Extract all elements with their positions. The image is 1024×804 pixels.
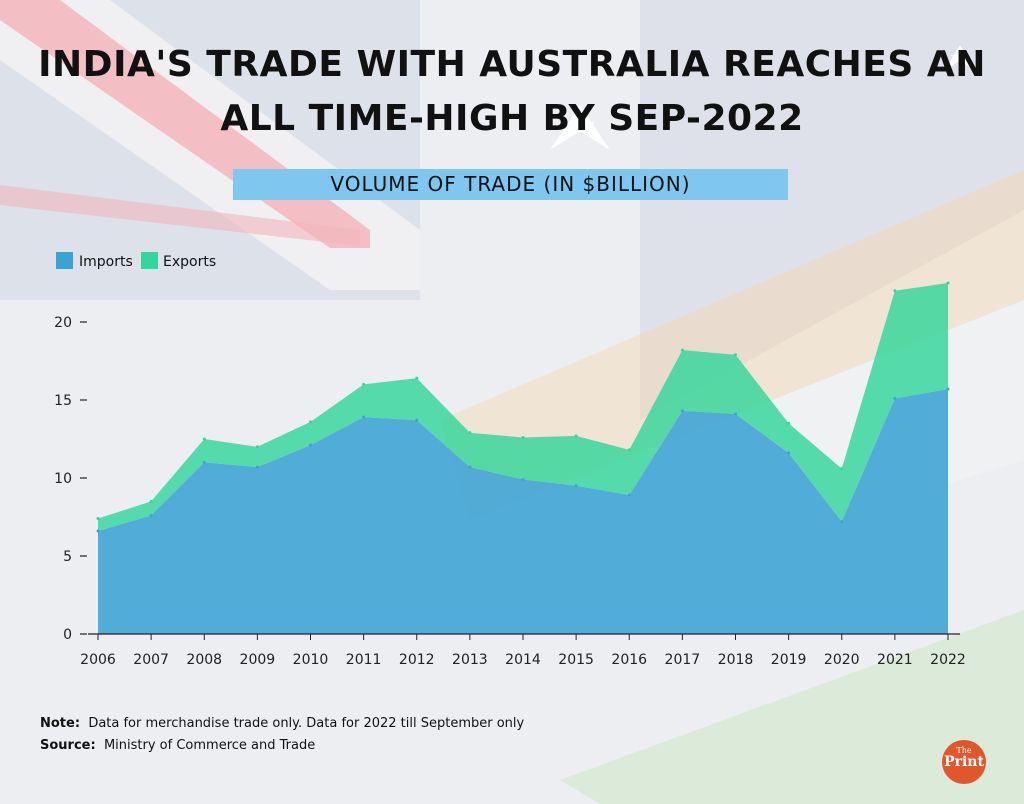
exports-point-2018 [734,353,737,357]
y-tick-label: 0 [63,627,72,643]
y-tick-label: 20 [54,315,72,331]
area-chart: Imports Exports 2006 2007 2008 2009 2010 2011… [54,252,966,668]
publisher-logo: The Print [942,740,986,784]
x-tick-label: 2011 [346,652,382,668]
imports-point-2018 [734,412,737,416]
x-tick-label: 2014 [505,652,541,668]
imports-point-2006 [96,529,100,533]
logo-small-text: The [956,746,972,755]
exports-point-2015 [574,434,578,438]
exports-point-2021 [893,289,897,293]
x-tick-label: 2015 [558,652,594,668]
exports-point-2013 [468,431,472,435]
x-tick-label: 2006 [80,652,116,668]
imports-point-2008 [202,460,206,464]
note-text: Data for merchandise trade only. Data fo… [88,716,525,731]
exports-point-2019 [787,421,791,425]
note-label: Note: [40,716,81,731]
exports-point-2022 [946,281,950,285]
footer-source: Source: Ministry of Commerce and Trade [40,738,315,753]
chart-legend: Imports Exports [56,252,216,270]
imports-point-2021 [893,396,897,400]
imports-point-2007 [149,513,153,517]
chart-subtitle: VOLUME OF TRADE (IN $BILLION) [330,172,691,196]
source-label: Source: [40,738,96,753]
x-tick-label: 2012 [399,652,435,668]
x-tick-label: 2020 [824,652,860,668]
x-tick-label: 2021 [877,652,913,668]
x-tick-label: 2010 [293,652,329,668]
imports-point-2015 [574,484,578,488]
legend-label-exports: Exports [163,254,216,270]
y-tick-label: 5 [63,549,72,565]
footer-note: Note: Data for merchandise trade only. D… [40,716,524,731]
exports-point-2012 [415,376,419,380]
imports-point-2012 [415,418,419,422]
plot-area [96,281,950,634]
page-title-line-1: INDIA'S TRADE WITH AUSTRALIA REACHES AN [38,44,986,85]
source-text: Ministry of Commerce and Trade [103,738,316,753]
x-tick-label: 2019 [771,652,807,668]
imports-point-2017 [680,409,684,413]
x-tick-label: 2022 [930,652,966,668]
imports-point-2016 [627,493,631,497]
imports-point-2014 [521,478,525,482]
subtitle-band [233,169,788,200]
exports-point-2010 [309,420,312,424]
x-tick-label: 2013 [452,652,488,668]
page-title-line-2: ALL TIME-HIGH BY SEP-2022 [220,98,804,139]
y-tick-label: 15 [54,393,72,409]
imports-point-2013 [468,465,472,469]
x-tick-label: 2009 [240,652,276,668]
exports-point-2016 [627,448,631,452]
exports-point-2009 [255,445,259,449]
legend-label-imports: Imports [79,254,133,270]
exports-point-2007 [149,499,153,503]
logo-main-text: Print [944,754,984,770]
exports-point-2014 [521,435,525,439]
imports-point-2019 [787,451,791,455]
exports-point-2011 [362,382,366,386]
imports-area [98,389,948,634]
x-tick-label: 2016 [611,652,647,668]
imports-point-2010 [309,443,312,447]
y-tick-label: 10 [54,471,72,487]
imports-point-2020 [840,520,844,524]
exports-point-2008 [202,437,206,441]
legend-swatch-exports [141,252,158,269]
exports-point-2006 [96,517,100,521]
imports-point-2009 [255,465,259,469]
axes: 2006 2007 2008 2009 2010 2011 2012 2013 2014 2015… [54,315,966,668]
legend-swatch-imports [56,252,73,269]
x-tick-label: 2007 [133,652,169,668]
exports-point-2020 [840,467,844,471]
x-tick-label: 2017 [665,652,701,668]
x-tick-label: 2018 [718,652,754,668]
imports-point-2022 [946,387,950,391]
x-tick-label: 2008 [186,652,222,668]
imports-point-2011 [362,415,366,419]
exports-point-2017 [680,348,684,352]
